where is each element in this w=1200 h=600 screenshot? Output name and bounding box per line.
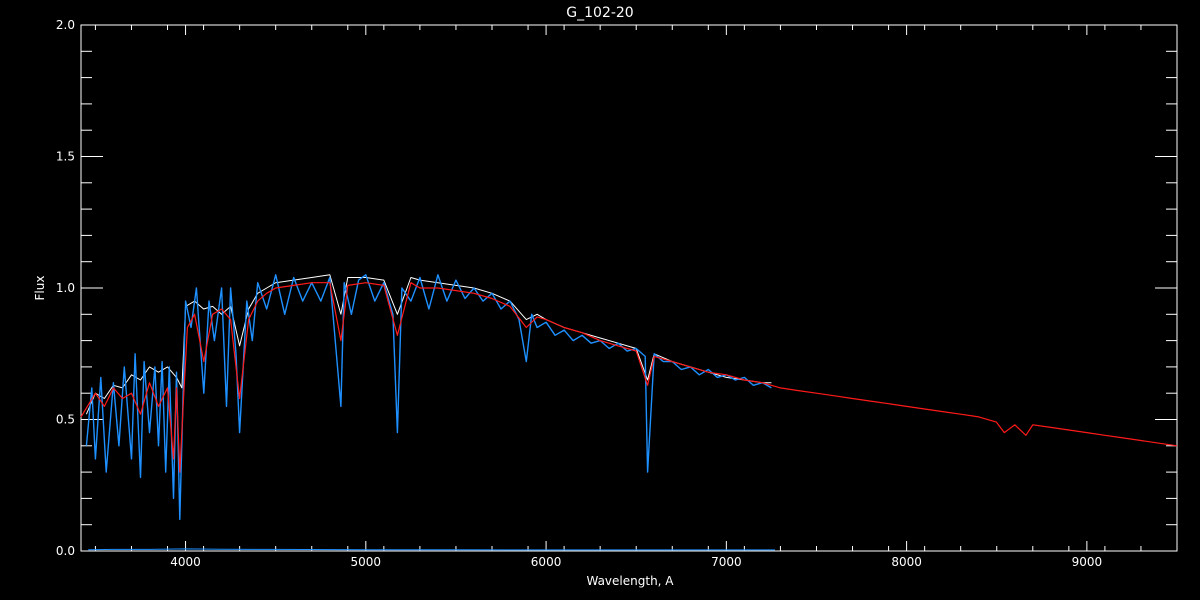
series-line-observed-highres <box>85 274 772 521</box>
y-tick-label: 0.0 <box>56 544 75 558</box>
x-tick-label: 5000 <box>351 555 382 569</box>
chart-title: G_102-20 <box>566 5 633 21</box>
x-axis-label: Wavelength, A <box>586 574 674 588</box>
axis-ticks <box>81 24 1178 552</box>
y-axis-label: Flux <box>33 276 47 301</box>
series-line-error <box>88 548 775 551</box>
series-lines <box>80 274 1178 551</box>
x-tick-label: 7000 <box>711 555 742 569</box>
series-line-model <box>80 282 1178 473</box>
x-tick-label: 4000 <box>170 555 201 569</box>
y-tick-label: 2.0 <box>56 18 75 32</box>
x-tick-label: 9000 <box>1072 555 1103 569</box>
y-tick-label: 0.5 <box>56 413 75 427</box>
y-tick-label: 1.0 <box>56 281 75 295</box>
y-tick-label: 1.5 <box>56 150 75 164</box>
x-tick-label: 6000 <box>531 555 562 569</box>
axis-tick-labels: 4000 5000 6000 7000 8000 9000 0.0 0.5 1.0 1.5 2.0 <box>56 18 1102 569</box>
x-tick-label: 8000 <box>891 555 922 569</box>
